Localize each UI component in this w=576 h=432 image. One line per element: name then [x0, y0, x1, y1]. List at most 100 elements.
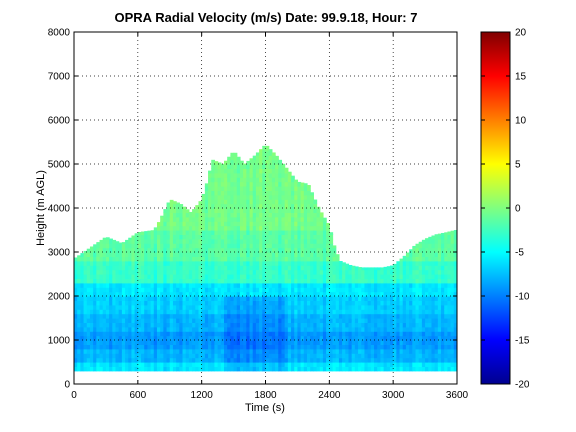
- velocity-cell: [102, 265, 107, 271]
- velocity-cell: [217, 287, 222, 293]
- velocity-cell: [147, 291, 152, 297]
- velocity-cell: [239, 357, 244, 363]
- velocity-cell: [83, 322, 88, 328]
- velocity-cell: [134, 309, 139, 315]
- velocity-cell: [224, 322, 228, 328]
- velocity-cell: [214, 357, 219, 363]
- velocity-cell: [182, 309, 187, 315]
- velocity-cell: [329, 247, 334, 253]
- velocity-cell: [112, 252, 117, 257]
- velocity-cell: [179, 225, 184, 231]
- velocity-cell: [303, 190, 308, 196]
- velocity-cell: [208, 291, 212, 297]
- velocity-cell: [147, 340, 152, 345]
- velocity-cell: [428, 282, 433, 288]
- velocity-cell: [249, 366, 254, 372]
- velocity-cell: [166, 344, 171, 350]
- velocity-cell: [125, 362, 129, 367]
- velocity-cell: [313, 291, 318, 297]
- velocity-cell: [185, 216, 190, 222]
- velocity-cell: [128, 318, 133, 323]
- velocity-cell: [172, 282, 177, 288]
- velocity-cell: [402, 344, 407, 350]
- velocity-cell: [268, 186, 273, 191]
- velocity-cell: [275, 265, 279, 271]
- velocity-cell: [166, 256, 171, 262]
- velocity-cell: [137, 348, 142, 354]
- velocity-cell: [198, 353, 203, 359]
- velocity-cell: [380, 291, 385, 297]
- velocity-cell: [310, 318, 314, 323]
- velocity-cell: [351, 366, 356, 372]
- velocity-cell: [437, 357, 442, 363]
- velocity-cell: [342, 265, 346, 271]
- velocity-cell: [115, 278, 120, 284]
- velocity-cell: [252, 168, 257, 174]
- velocity-cell: [243, 318, 247, 323]
- velocity-cell: [281, 172, 286, 178]
- velocity-cell: [211, 159, 216, 165]
- velocity-cell: [185, 304, 190, 310]
- velocity-cell: [182, 260, 187, 266]
- velocity-cell: [453, 309, 457, 315]
- velocity-cell: [89, 331, 94, 337]
- velocity-cell: [233, 300, 238, 306]
- velocity-cell: [109, 304, 113, 310]
- velocity-cell: [329, 238, 334, 244]
- velocity-cell: [271, 252, 276, 257]
- velocity-cell: [441, 278, 445, 284]
- velocity-cell: [428, 304, 433, 310]
- velocity-cell: [316, 243, 321, 249]
- velocity-cell: [217, 348, 222, 354]
- velocity-cell: [322, 296, 327, 301]
- velocity-cell: [214, 252, 219, 257]
- velocity-cell: [450, 331, 455, 337]
- velocity-cell: [268, 326, 273, 332]
- velocity-cell: [204, 212, 209, 218]
- velocity-cell: [86, 304, 91, 310]
- velocity-cell: [262, 313, 267, 319]
- velocity-cell: [297, 203, 302, 209]
- velocity-cell: [217, 362, 222, 367]
- velocity-cell: [99, 344, 104, 350]
- velocity-cell: [377, 278, 381, 284]
- velocity-cell: [319, 274, 324, 279]
- velocity-cell: [450, 247, 455, 253]
- velocity-cell: [374, 357, 378, 363]
- velocity-cell: [93, 274, 97, 279]
- velocity-cell: [335, 256, 340, 262]
- velocity-cell: [249, 348, 254, 354]
- velocity-cell: [412, 291, 417, 297]
- velocity-cell: [374, 335, 378, 341]
- velocity-cell: [77, 274, 81, 279]
- velocity-cell: [389, 353, 394, 359]
- velocity-cell: [268, 353, 273, 359]
- velocity-cell: [316, 313, 321, 319]
- velocity-cell: [249, 164, 254, 169]
- velocity-cell: [284, 322, 289, 328]
- velocity-cell: [294, 362, 299, 367]
- velocity-cell: [99, 269, 104, 275]
- velocity-cell: [230, 357, 235, 363]
- velocity-cell: [294, 179, 299, 183]
- velocity-cell: [278, 168, 283, 174]
- velocity-cell: [313, 216, 318, 222]
- velocity-cell: [188, 340, 193, 345]
- velocity-cell: [450, 230, 455, 235]
- velocity-cell: [453, 348, 457, 354]
- velocity-cell: [255, 322, 260, 328]
- velocity-cell: [271, 177, 276, 183]
- velocity-cell: [313, 340, 318, 345]
- velocity-cell: [310, 287, 314, 293]
- velocity-cell: [409, 282, 413, 288]
- velocity-cell: [128, 243, 133, 249]
- velocity-cell: [156, 282, 161, 288]
- velocity-cell: [188, 335, 193, 341]
- velocity-cell: [144, 326, 149, 332]
- velocity-cell: [415, 243, 420, 249]
- velocity-cell: [208, 247, 212, 253]
- velocity-cell: [354, 291, 359, 297]
- velocity-cell: [121, 296, 126, 301]
- velocity-cell: [444, 287, 449, 293]
- velocity-cell: [415, 309, 420, 315]
